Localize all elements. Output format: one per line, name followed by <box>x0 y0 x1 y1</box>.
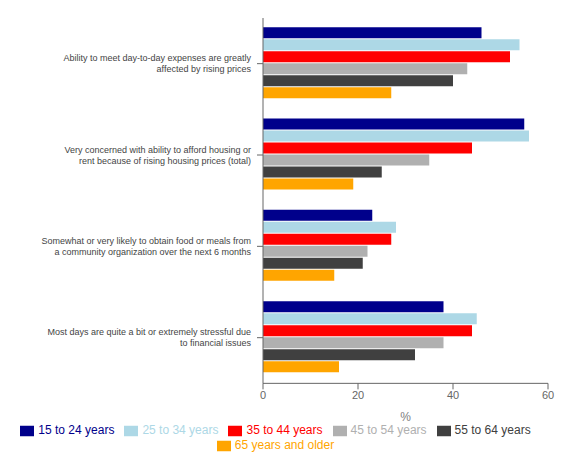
svg-text:40: 40 <box>447 389 459 401</box>
svg-text:60: 60 <box>542 389 554 401</box>
html-text:45 to 54 years: 45 to 54 years <box>350 423 427 438</box>
svg-text:Most days are quite a bit or e: Most days are quite a bit or extremely s… <box>47 327 251 348</box>
html-text:55 to 64 years: 55 to 64 years <box>454 423 531 438</box>
svg-text:Ability to meet day-to-day exp: Ability to meet day-to-day expenses are … <box>63 53 251 74</box>
svg-text:Somewhat or very likely to obt: Somewhat or very likely to obtain food o… <box>41 236 251 257</box>
svg-text:%: % <box>400 410 411 424</box>
html-text:35 to 44 years: 35 to 44 years <box>246 423 323 438</box>
html-text:15 to 24 years: 15 to 24 years <box>38 423 115 438</box>
svg-text:20: 20 <box>352 389 364 401</box>
html-text:65 years and older: 65 years and older <box>234 438 335 453</box>
svg-text:0: 0 <box>260 389 266 401</box>
svg-text:Very concerned with ability to: Very concerned with ability to afford ho… <box>65 145 251 166</box>
html-text:25 to 34 years: 25 to 34 years <box>142 423 219 438</box>
